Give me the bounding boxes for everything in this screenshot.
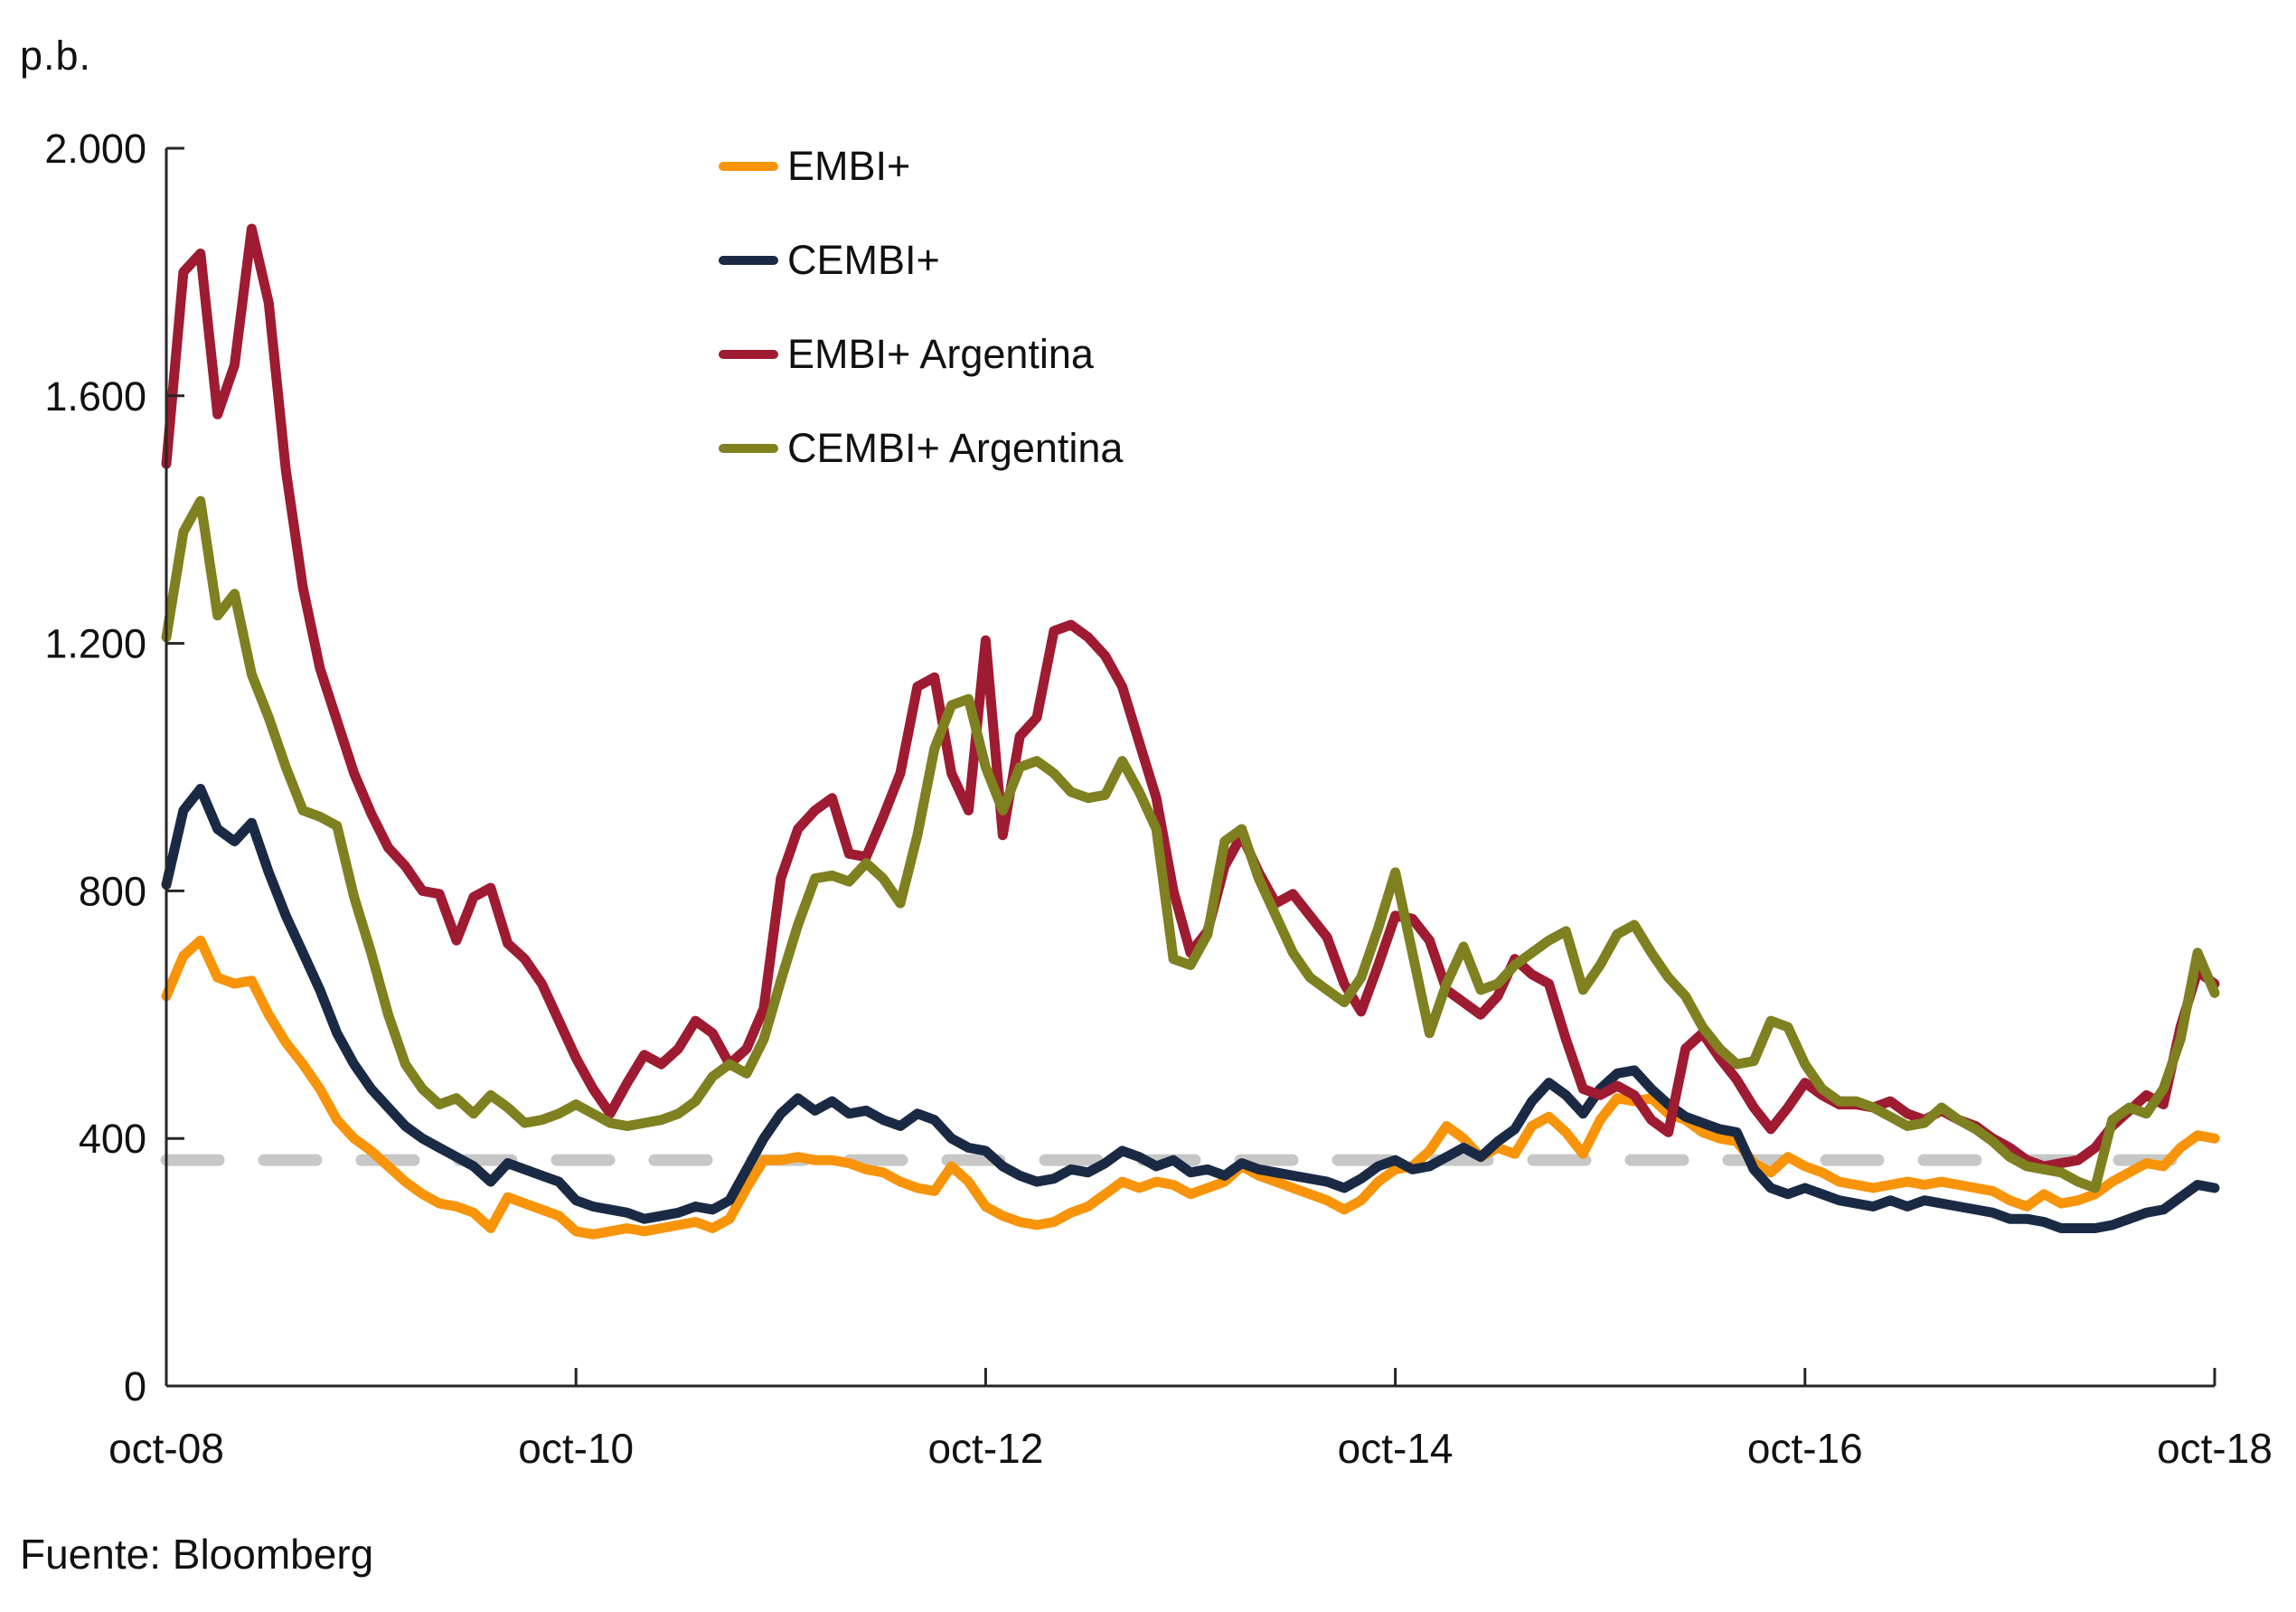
legend-item-cembi: CEMBI+ xyxy=(719,237,1123,284)
legend-label: CEMBI+ Argentina xyxy=(787,425,1124,471)
source-label: Fuente: Bloomberg xyxy=(20,1531,374,1578)
legend-swatch-embi-argentina xyxy=(719,350,778,359)
legend: EMBI+ CEMBI+ EMBI+ Argentina CEMBI+ Argenti… xyxy=(719,143,1123,472)
series-line-cembi xyxy=(161,784,2220,1233)
x-tick-label: oct-12 xyxy=(927,1425,1043,1472)
y-tick-label: 1.200 xyxy=(44,621,146,667)
legend-item-cembi-argentina: CEMBI+ Argentina xyxy=(719,425,1123,472)
x-tick-label: oct-16 xyxy=(1747,1425,1863,1472)
y-tick-label: 1.600 xyxy=(44,373,146,419)
y-tick-label: 2.000 xyxy=(44,126,146,172)
legend-swatch-cembi xyxy=(719,256,778,265)
legend-item-embi: EMBI+ xyxy=(719,143,1123,190)
x-tick-label: oct-14 xyxy=(1338,1425,1454,1472)
y-tick-label: 400 xyxy=(79,1116,146,1162)
y-axis-unit-label: p.b. xyxy=(20,33,92,79)
legend-swatch-embi xyxy=(719,162,778,171)
legend-label: EMBI+ xyxy=(787,143,911,189)
x-tick-label: oct-10 xyxy=(518,1425,634,1472)
x-tick-label: oct-18 xyxy=(2157,1425,2272,1472)
y-tick-label: 0 xyxy=(124,1363,146,1409)
legend-label: EMBI+ Argentina xyxy=(787,331,1094,377)
legend-label: CEMBI+ xyxy=(787,237,940,283)
x-tick-label: oct-08 xyxy=(108,1425,224,1472)
legend-swatch-cembi-argentina xyxy=(719,444,778,453)
series-line-cembi-argentina xyxy=(161,495,2220,1193)
y-tick-label: 800 xyxy=(79,868,146,914)
legend-item-embi-argentina: EMBI+ Argentina xyxy=(719,331,1123,378)
series-line-embi xyxy=(161,935,2220,1240)
series-line-embi-argentina xyxy=(161,223,2220,1172)
